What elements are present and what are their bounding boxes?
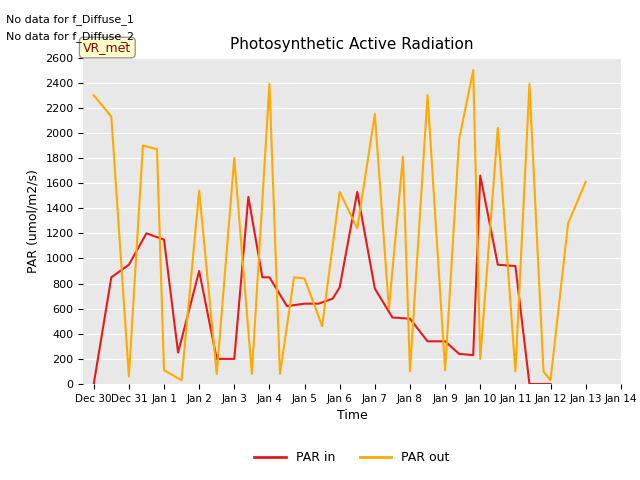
Legend: PAR in, PAR out: PAR in, PAR out xyxy=(250,446,454,469)
Y-axis label: PAR (umol/m2/s): PAR (umol/m2/s) xyxy=(27,169,40,273)
Text: No data for f_Diffuse_2: No data for f_Diffuse_2 xyxy=(6,31,134,42)
Text: VR_met: VR_met xyxy=(83,41,131,54)
Title: Photosynthetic Active Radiation: Photosynthetic Active Radiation xyxy=(230,37,474,52)
Text: No data for f_Diffuse_1: No data for f_Diffuse_1 xyxy=(6,14,134,25)
X-axis label: Time: Time xyxy=(337,409,367,422)
